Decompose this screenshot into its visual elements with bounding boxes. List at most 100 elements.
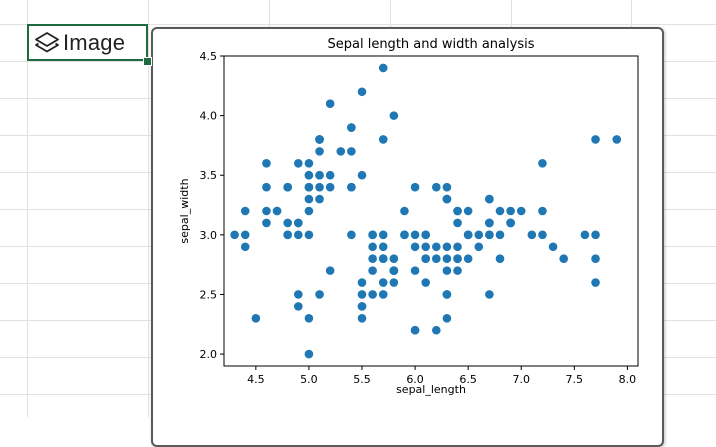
data-point [304,194,314,204]
data-point [421,230,430,240]
data-point [389,111,399,120]
selected-cell[interactable]: Image [27,24,148,61]
x-tick-label: 7.5 [566,373,584,386]
data-point [347,230,356,240]
data-point [432,325,441,335]
y-tick-label: 4.0 [200,110,218,123]
data-point [442,182,452,192]
data-point [378,290,388,299]
data-point [283,182,292,192]
data-point [463,254,473,263]
data-point [453,254,462,263]
data-point [336,147,346,156]
data-point [474,230,484,240]
data-point [400,230,409,240]
data-point [410,266,420,275]
data-point [442,254,452,263]
data-point [304,230,314,240]
data-point [315,194,324,204]
data-point [506,206,515,216]
data-point [485,290,494,299]
data-point [580,230,590,240]
data-point [495,254,505,263]
data-point [559,254,568,263]
data-point [357,290,367,299]
data-point [357,302,367,311]
data-point [347,123,356,132]
data-point [410,230,420,240]
data-point [485,230,494,240]
data-point [304,206,314,216]
grid-column-line [27,0,28,417]
data-point [495,230,505,240]
data-point [378,278,388,287]
data-point [410,242,420,252]
data-point [410,182,420,192]
fill-handle[interactable] [143,57,152,66]
data-point [495,206,505,216]
data-point [368,266,377,275]
data-point [230,230,239,240]
cell-value[interactable]: Image [63,29,126,55]
data-point [378,135,388,144]
data-point [325,266,335,275]
data-point [315,147,324,156]
layers-icon[interactable] [34,30,60,56]
data-point [325,182,335,192]
data-point [389,266,399,275]
x-tick-label: 6.0 [406,373,424,386]
data-point [283,218,292,228]
data-point [591,135,600,144]
data-point [240,230,250,240]
data-point [612,135,622,144]
data-point [442,290,452,299]
data-point [527,230,537,240]
data-point [262,182,271,192]
data-point [304,182,314,192]
y-tick-label: 4.5 [200,50,218,63]
x-axis: 4.5 5.0 5.5 6.0 6.5 7.0 7.5 8.0 [247,366,636,386]
data-point [463,206,473,216]
y-tick-label: 2.0 [200,348,218,361]
data-point [304,314,314,323]
data-point [357,278,367,287]
data-point [591,230,600,240]
data-point [474,242,484,252]
data-point [485,194,494,204]
y-axis: 2.0 2.5 3.0 3.5 4.0 4.5 [200,50,224,361]
data-point [357,170,367,180]
data-point [591,278,600,287]
data-point [368,230,377,240]
data-point [368,254,377,263]
data-point [538,230,547,240]
data-point [378,230,388,240]
y-axis-label: sepal_width [178,178,191,243]
image-card[interactable]: Sepal length and width analysis 4.5 5.0 5.… [151,27,664,447]
data-point [304,159,314,168]
data-point [262,159,271,168]
x-tick-label: 4.5 [247,373,265,386]
scatter-points [230,63,622,359]
data-point [315,170,324,180]
data-point [368,242,377,252]
data-point [421,278,430,287]
data-point [516,206,526,216]
x-tick-label: 5.0 [300,373,318,386]
data-point [240,242,250,252]
data-point [294,230,303,240]
x-tick-label: 8.0 [619,373,637,386]
data-point [315,135,324,144]
data-point [453,266,462,275]
data-point [442,266,452,275]
data-point [304,349,314,359]
data-point [410,325,420,335]
grid-column-line [148,0,149,417]
plot-area [223,55,639,367]
data-point [453,218,462,228]
data-point [357,314,367,323]
data-point [325,170,335,180]
data-point [294,290,303,299]
data-point [315,182,324,192]
data-point [368,290,377,299]
data-point [378,242,388,252]
